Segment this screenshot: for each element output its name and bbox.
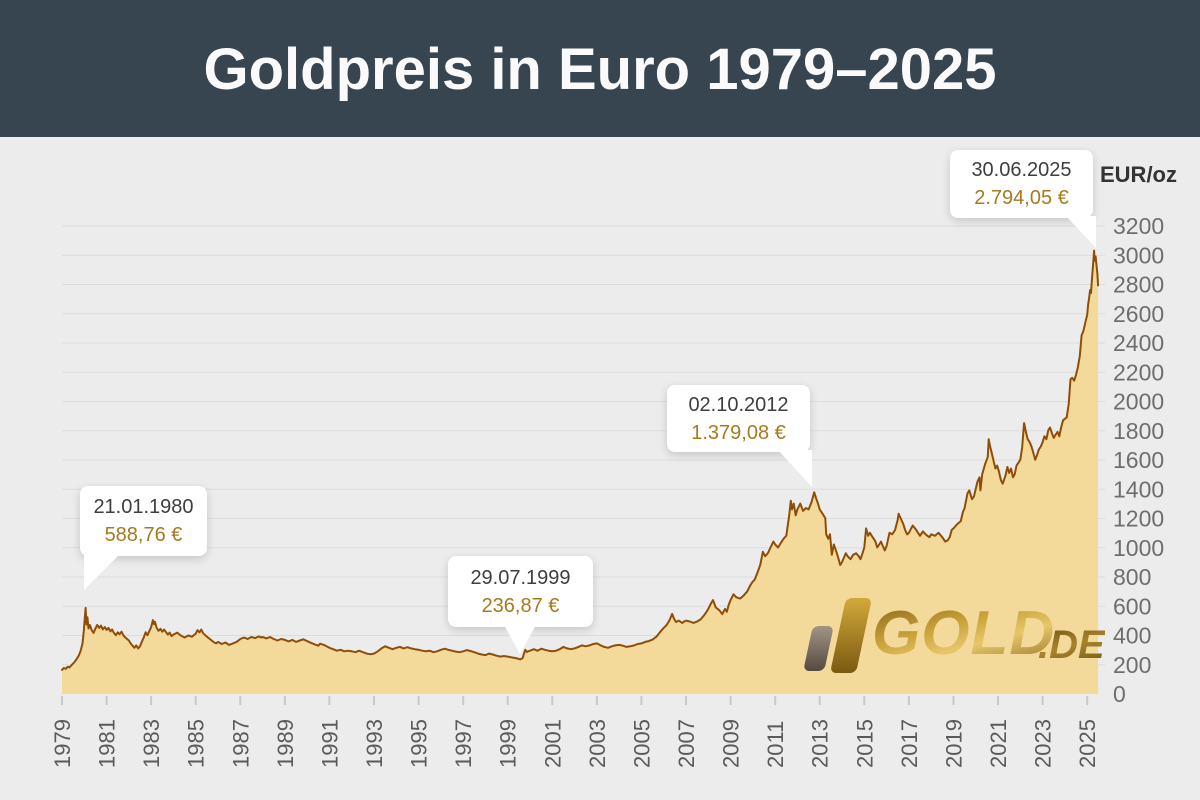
logo-gold-bar-icon [830, 598, 872, 673]
callout-tail [504, 625, 536, 654]
svg-text:3000: 3000 [1113, 242, 1164, 268]
gold-de-logo: GOLD .DE [800, 596, 1105, 676]
callout-tail [84, 554, 120, 590]
svg-text:2011: 2011 [763, 721, 788, 768]
callout-tail [778, 450, 812, 487]
svg-text:2003: 2003 [585, 719, 610, 768]
svg-text:2015: 2015 [852, 719, 877, 768]
svg-text:2400: 2400 [1113, 330, 1164, 356]
svg-text:1993: 1993 [362, 719, 387, 768]
svg-text:1979: 1979 [50, 719, 75, 768]
svg-text:200: 200 [1113, 652, 1151, 678]
page-title: Goldpreis in Euro 1979–2025 [203, 37, 997, 102]
annotation-date: 29.07.1999 [470, 566, 571, 589]
annotation-date: 30.06.2025 [971, 159, 1072, 181]
svg-text:400: 400 [1113, 623, 1151, 649]
svg-text:2025: 2025 [1075, 719, 1100, 768]
annotation-value: 236,87 € [481, 594, 560, 617]
svg-text:1997: 1997 [451, 719, 476, 768]
svg-text:1000: 1000 [1113, 535, 1164, 561]
logo-wordmark: GOLD [872, 599, 1056, 668]
y-axis-unit-label: EUR/oz [1100, 162, 1177, 187]
svg-text:2023: 2023 [1031, 719, 1056, 768]
svg-text:1800: 1800 [1113, 418, 1164, 444]
svg-text:1981: 1981 [95, 719, 120, 768]
svg-text:2019: 2019 [942, 719, 967, 768]
y-axis-labels: 3200300028002600240022002000180016001400… [1113, 213, 1164, 707]
svg-text:2009: 2009 [719, 719, 744, 768]
svg-text:1400: 1400 [1113, 476, 1164, 502]
callout-tail [1066, 216, 1096, 248]
svg-text:1989: 1989 [273, 719, 298, 768]
svg-text:2005: 2005 [629, 719, 654, 768]
svg-text:2800: 2800 [1113, 272, 1164, 298]
gold-price-series [61, 249, 1100, 694]
annotation-1980-peak: 21.01.1980 588,76 € [80, 486, 207, 590]
svg-text:2001: 2001 [540, 719, 565, 768]
svg-text:0: 0 [1113, 681, 1126, 707]
svg-text:1200: 1200 [1113, 506, 1164, 532]
svg-text:2000: 2000 [1113, 389, 1164, 415]
svg-text:2017: 2017 [897, 719, 922, 768]
svg-text:1600: 1600 [1113, 447, 1164, 473]
svg-text:2600: 2600 [1113, 301, 1164, 327]
svg-text:1991: 1991 [317, 719, 342, 768]
annotation-1999-low: 29.07.1999 236,87 € [448, 556, 593, 654]
svg-text:2200: 2200 [1113, 359, 1164, 385]
header-banner: Goldpreis in Euro 1979–2025 [0, 0, 1200, 137]
annotation-value: 588,76 € [104, 524, 183, 546]
annotation-2012-peak: 02.10.2012 1.379,08 € [667, 385, 812, 487]
x-axis-labels: 1979 1981 1983 1985 1987 1989 1991 1993 1995 1997… [50, 696, 1100, 768]
svg-text:1995: 1995 [407, 719, 432, 768]
annotation-2025-latest: 30.06.2025 2.794,05 € [950, 150, 1096, 248]
svg-text:1999: 1999 [496, 719, 521, 768]
svg-text:2021: 2021 [986, 719, 1011, 768]
annotation-date: 02.10.2012 [688, 393, 789, 416]
logo-domain-suffix: .DE [1038, 623, 1105, 667]
svg-text:2007: 2007 [674, 719, 699, 768]
svg-text:3200: 3200 [1113, 213, 1164, 239]
svg-text:1983: 1983 [139, 719, 164, 768]
annotation-date: 21.01.1980 [93, 496, 194, 518]
logo-silver-bar-icon [803, 626, 834, 671]
annotation-value: 1.379,08 € [691, 421, 786, 444]
svg-text:1987: 1987 [228, 719, 253, 768]
svg-text:600: 600 [1113, 593, 1151, 619]
svg-text:1985: 1985 [184, 719, 209, 768]
annotation-value: 2.794,05 € [974, 187, 1069, 209]
svg-text:800: 800 [1113, 564, 1151, 590]
svg-text:2013: 2013 [808, 719, 833, 768]
